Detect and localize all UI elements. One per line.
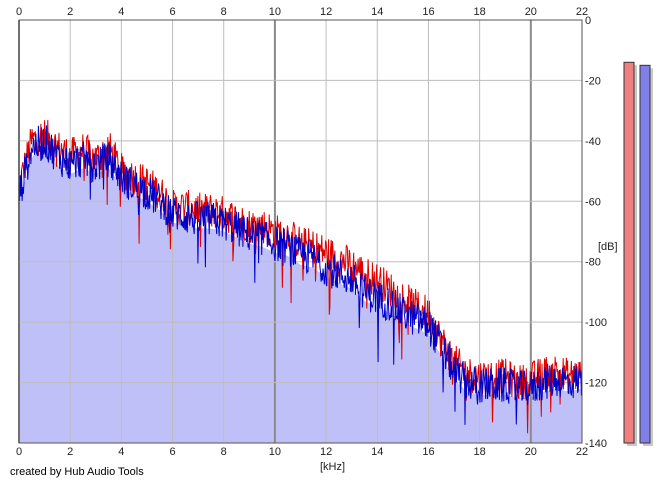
- x-tick-label-top: 8: [221, 6, 227, 18]
- level-meter-left: [623, 61, 635, 444]
- y-tick-label: -120: [585, 378, 607, 390]
- y-tick-label: -60: [585, 196, 601, 208]
- x-tick-label-top: 2: [67, 6, 73, 18]
- x-tick-label-bottom: 16: [422, 446, 434, 458]
- x-tick-label-top: 20: [525, 6, 537, 18]
- x-tick-label-bottom: 2: [67, 446, 73, 458]
- y-tick-label: 0: [585, 15, 591, 27]
- x-tick-label-bottom: 6: [169, 446, 175, 458]
- y-tick-label: -100: [585, 317, 607, 329]
- y-tick-labels: 0 -20 -40 -60 -80 -100 -120 -140: [585, 15, 607, 450]
- plot-frame: [18, 19, 583, 444]
- plot-border: [18, 19, 583, 444]
- x-tick-label-top: 4: [118, 6, 124, 18]
- y-axis-title: [dB]: [598, 241, 618, 253]
- x-tick-label-top: 10: [269, 6, 281, 18]
- x-tick-label-bottom: 0: [16, 446, 22, 458]
- x-tick-label-bottom: 22: [576, 446, 588, 458]
- x-tick-label-bottom: 20: [525, 446, 537, 458]
- x-tick-label-top: 18: [474, 6, 486, 18]
- x-tick-label-bottom: 8: [221, 446, 227, 458]
- spectrum-series: [18, 119, 583, 434]
- spectrum-fill: [19, 150, 582, 443]
- x-tick-labels-top: 0 2 4 6 8 10 12 14 16 18 20 22: [16, 6, 588, 18]
- y-tick-label: -140: [585, 438, 607, 450]
- x-tick-label-top: 12: [320, 6, 332, 18]
- x-axis-title: [kHz]: [320, 461, 345, 473]
- credit-text: created by Hub Audio Tools: [10, 466, 144, 478]
- x-tick-label-top: 16: [422, 6, 434, 18]
- x-tick-label-bottom: 10: [269, 446, 281, 458]
- x-tick-labels-bottom: 0 2 4 6 8 10 12 14 16 18 20 22: [16, 446, 588, 458]
- x-tick-label-bottom: 12: [320, 446, 332, 458]
- y-tick-label: -40: [585, 136, 601, 148]
- series-line-right: [18, 125, 583, 425]
- y-tick-label: -80: [585, 257, 601, 269]
- x-tick-label-top: 0: [16, 6, 22, 18]
- x-tick-label-top: 14: [371, 6, 383, 18]
- level-meters: [623, 61, 653, 447]
- level-meter-right: [639, 64, 651, 444]
- x-tick-label-top: 6: [169, 6, 175, 18]
- y-tick-label: -20: [585, 75, 601, 87]
- x-tick-label-bottom: 14: [371, 446, 383, 458]
- x-tick-label-bottom: 4: [118, 446, 124, 458]
- x-tick-label-top: 22: [576, 6, 588, 18]
- x-tick-label-bottom: 18: [474, 446, 486, 458]
- spectrum-fill-area: [19, 150, 582, 443]
